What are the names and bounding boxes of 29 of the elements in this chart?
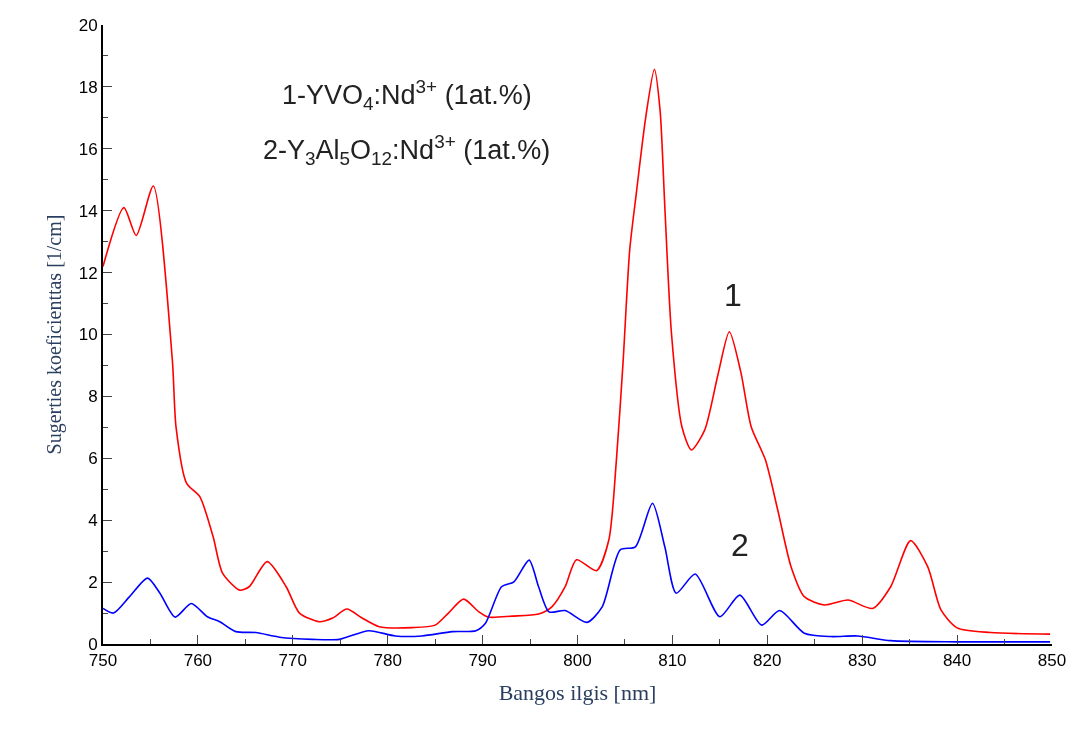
y-axis-title: Sugerties koeficienttas [1/cm] <box>42 214 66 455</box>
x-tick-label: 750 <box>88 651 118 671</box>
x-tick-label: 800 <box>563 651 592 671</box>
annotation: 2 <box>731 527 749 563</box>
y-tick-label: 6 <box>88 449 98 469</box>
x-axis-title: Bangos ilgis [nm] <box>498 679 657 705</box>
x-tick-label: 840 <box>942 651 972 671</box>
y-tick-label: 2 <box>88 573 98 593</box>
y-tick-label: 20 <box>78 15 98 35</box>
annotation: 1 <box>724 277 742 313</box>
y-tick-label: 4 <box>88 511 98 531</box>
y-tick-label: 8 <box>88 387 98 407</box>
y-tick-label: 16 <box>78 139 98 159</box>
x-tick-label: 810 <box>658 651 687 671</box>
x-tick-label: 830 <box>848 651 877 671</box>
y-tick-label: 14 <box>78 201 98 221</box>
y-tick-label: 12 <box>78 263 98 283</box>
x-tick-label: 760 <box>183 651 213 671</box>
x-tick-label: 790 <box>468 651 497 671</box>
x-tick-label: 820 <box>753 651 782 671</box>
line-series <box>103 68 1051 635</box>
y-tick-label: 0 <box>88 634 98 654</box>
text: 2-Y$_{3}$Al$_{5}$O$_{12}$:Nd$^{3+}$ (1at.%) <box>263 131 551 170</box>
y-tick-label: 18 <box>78 77 98 97</box>
y-tick-label: 10 <box>78 325 98 345</box>
x-tick-label: 780 <box>373 651 402 671</box>
x-tick-label: 850 <box>1037 651 1067 671</box>
x-tick-label: 770 <box>278 651 307 671</box>
annotation: 1-YVO$_{4}$:Nd$^{3+}$ (1at.%) <box>282 76 532 115</box>
